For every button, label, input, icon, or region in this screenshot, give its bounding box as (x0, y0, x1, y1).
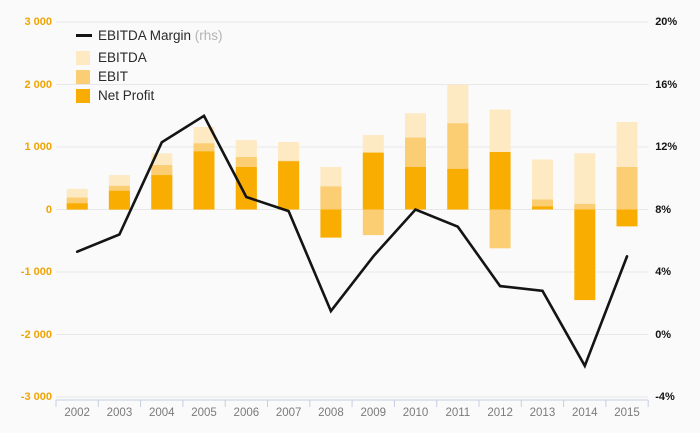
legend-item-ebitda-margin[interactable]: EBITDA Margin (rhs) (76, 26, 223, 45)
ebit-swatch-icon (76, 69, 90, 84)
bar-net-profit-2015 (616, 209, 638, 227)
bar-ebit-2012 (489, 209, 511, 249)
rhs-note: (rhs) (194, 28, 223, 43)
legend-label-ebit: EBIT (98, 69, 129, 84)
legend-label-ebitda: EBITDA (98, 50, 147, 65)
bar-ebit-2013 (532, 199, 553, 210)
bar-net-profit-2013 (532, 206, 553, 210)
legend-item-ebitda[interactable]: EBITDA (76, 48, 223, 67)
bar-net-profit-2006 (235, 167, 257, 210)
ebitda-margin-line (75, 113, 629, 369)
bar-ebit-2008 (320, 186, 342, 210)
bar-net-profit-2003 (108, 190, 130, 210)
bar-net-profit-2012 (489, 152, 511, 210)
legend-label-net-profit: Net Profit (98, 88, 155, 103)
bar-net-profit-2002 (66, 203, 88, 210)
bar-net-profit-2014 (574, 209, 596, 301)
bar-ebitda-2014 (574, 153, 596, 210)
bar-net-profit-2008 (320, 209, 342, 238)
bar-ebit-2015 (616, 167, 638, 210)
legend-item-net-profit[interactable]: Net Profit (76, 86, 223, 105)
bar-ebit-2014 (574, 203, 596, 210)
bar-net-profit-2005 (193, 151, 215, 210)
line-swatch-icon (76, 34, 92, 37)
legend: EBITDA Margin (rhs) EBITDA EBIT Net Prof… (76, 26, 223, 105)
bar-net-profit-2007 (278, 161, 300, 210)
legend-item-ebit[interactable]: EBIT (76, 67, 223, 86)
bar-net-profit-2011 (447, 168, 469, 210)
bar-net-profit-2010 (405, 167, 426, 210)
ebitda-swatch-icon (76, 50, 90, 65)
bar-ebit-2009 (362, 209, 384, 236)
bar-net-profit-2004 (151, 175, 173, 210)
net-profit-swatch-icon (76, 88, 90, 103)
bar-net-profit-2009 (362, 152, 384, 210)
bar-ebitda-2013 (532, 159, 553, 210)
legend-label-ebitda-margin: EBITDA Margin (rhs) (98, 28, 223, 43)
